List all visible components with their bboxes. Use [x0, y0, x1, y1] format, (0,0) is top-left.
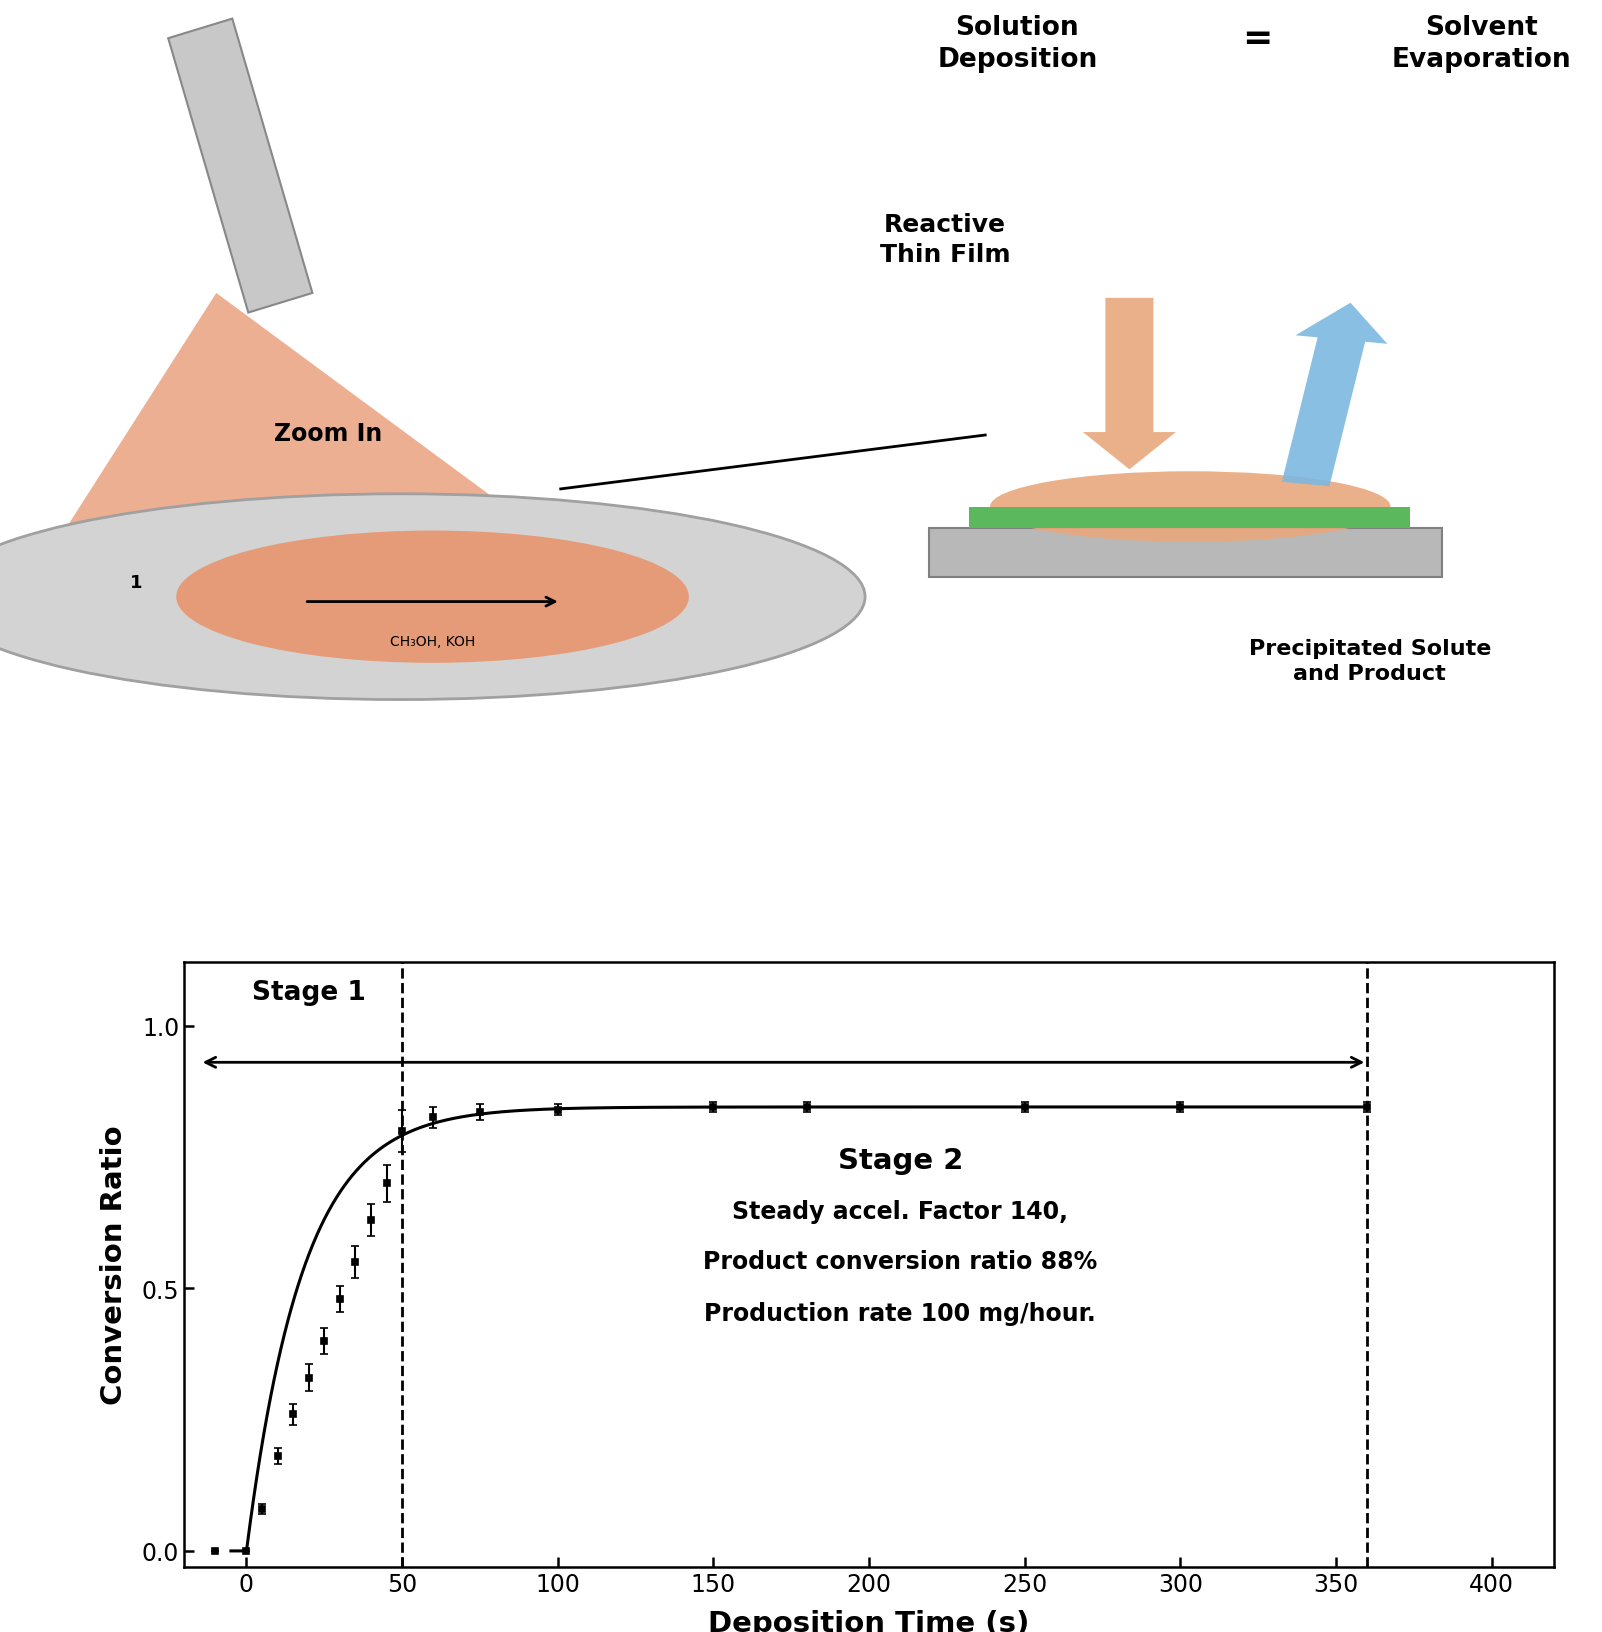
Text: Reactive
Thin Film: Reactive Thin Film: [879, 214, 1011, 266]
FancyArrow shape: [1282, 304, 1387, 486]
FancyBboxPatch shape: [929, 529, 1442, 578]
Text: Product conversion ratio 88%: Product conversion ratio 88%: [703, 1248, 1097, 1273]
Ellipse shape: [0, 494, 865, 700]
FancyBboxPatch shape: [969, 508, 1410, 529]
Polygon shape: [168, 20, 312, 313]
Text: Precipitated Solute
and Product: Precipitated Solute and Product: [1248, 638, 1491, 684]
FancyBboxPatch shape: [969, 508, 1410, 529]
Polygon shape: [16, 294, 641, 607]
Ellipse shape: [990, 472, 1391, 542]
X-axis label: Deposition Time (s): Deposition Time (s): [708, 1609, 1030, 1632]
FancyArrow shape: [1083, 299, 1176, 470]
Text: Solution
Deposition: Solution Deposition: [937, 15, 1097, 73]
Text: Production rate 100 mg/hour.: Production rate 100 mg/hour.: [705, 1302, 1096, 1325]
Text: Solvent
Evaporation: Solvent Evaporation: [1392, 15, 1572, 73]
Text: Zoom In: Zoom In: [274, 421, 383, 446]
Text: 1: 1: [130, 573, 143, 592]
Text: CH₃OH, KOH: CH₃OH, KOH: [389, 635, 476, 648]
Y-axis label: Conversion Ratio: Conversion Ratio: [99, 1124, 128, 1405]
Text: =: =: [1243, 23, 1272, 55]
Ellipse shape: [176, 530, 689, 663]
Text: Stage 1: Stage 1: [252, 979, 365, 1005]
Text: Stage 2: Stage 2: [838, 1147, 963, 1175]
Text: Steady accel. Factor 140,: Steady accel. Factor 140,: [732, 1200, 1069, 1222]
